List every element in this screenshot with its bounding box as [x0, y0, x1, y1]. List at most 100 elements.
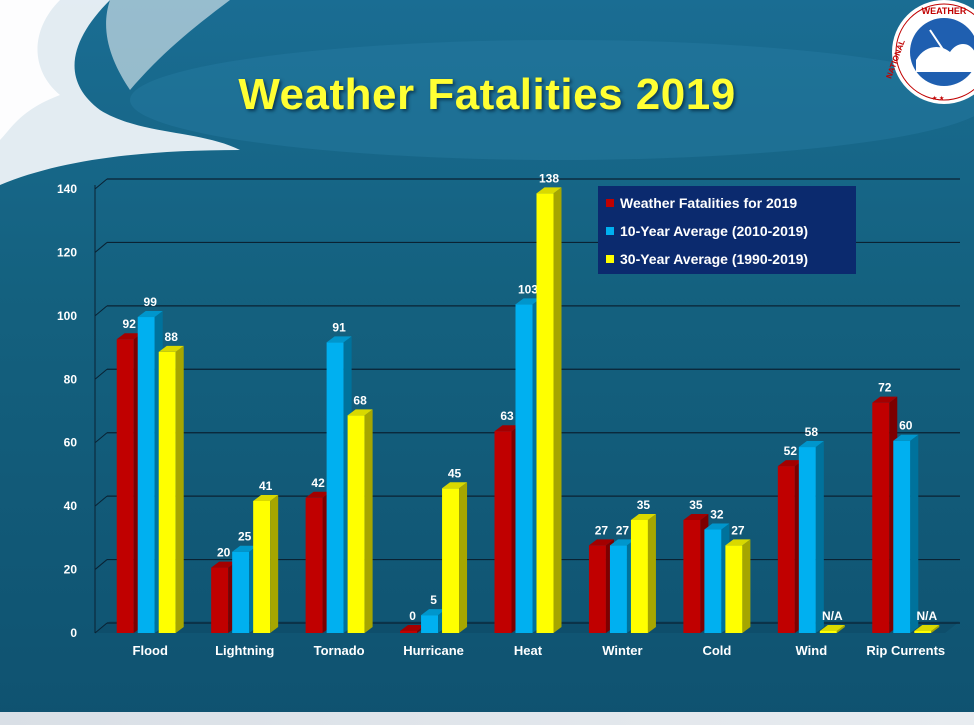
- data-label: 58: [805, 425, 819, 439]
- bar-top: [872, 396, 898, 403]
- x-tick-label: Hurricane: [403, 643, 464, 658]
- gridline-depth: [94, 622, 108, 634]
- y-tick-label: 140: [57, 182, 77, 196]
- bar: [421, 615, 439, 633]
- data-label: 68: [353, 393, 367, 407]
- y-tick-label: 0: [70, 626, 77, 640]
- data-label: 32: [710, 508, 724, 522]
- legend-label: 30-Year Average (1990-2019): [620, 251, 808, 267]
- data-label: 27: [595, 523, 609, 537]
- bar-side: [364, 409, 373, 633]
- x-tick-label: Winter: [602, 643, 642, 658]
- bar: [253, 500, 271, 633]
- data-label: 27: [731, 523, 745, 537]
- bar: [158, 351, 176, 633]
- bar-top: [253, 494, 279, 501]
- bar-top: [609, 539, 635, 546]
- bar: [777, 466, 795, 633]
- x-tick-label: Cold: [702, 643, 731, 658]
- footer-strip: [0, 712, 974, 725]
- bar-top: [798, 441, 824, 448]
- bar: [347, 415, 365, 633]
- bar: [536, 193, 554, 634]
- data-label: 45: [448, 466, 462, 480]
- bar-top: [914, 625, 940, 631]
- bar-side: [553, 187, 562, 634]
- data-label: 103: [518, 282, 538, 296]
- legend-swatch: [606, 255, 614, 263]
- bar-side: [931, 625, 940, 633]
- bar-side: [175, 345, 184, 633]
- svg-text:★ ★: ★ ★: [932, 95, 944, 102]
- bar-side: [836, 625, 845, 633]
- bar-top: [588, 539, 614, 546]
- legend-swatch: [606, 199, 614, 207]
- data-label: 138: [539, 171, 559, 185]
- bar-top: [137, 311, 163, 318]
- bar-side: [459, 482, 468, 633]
- y-tick-label: 120: [57, 245, 77, 259]
- bar: [232, 551, 250, 633]
- y-tick-label: 80: [64, 372, 78, 386]
- bar: [683, 520, 701, 633]
- data-label: 20: [217, 546, 231, 560]
- bar-top: [494, 425, 520, 432]
- bar-side: [647, 514, 656, 633]
- legend-label: Weather Fatalities for 2019: [620, 195, 797, 211]
- bar-top: [347, 409, 373, 416]
- bar: [494, 431, 512, 633]
- bar-top: [232, 545, 258, 552]
- data-label: 27: [616, 523, 630, 537]
- bar: [137, 317, 155, 633]
- bar: [305, 497, 323, 633]
- data-label: 91: [332, 320, 346, 334]
- bar-top: [421, 609, 447, 616]
- legend-label: 10-Year Average (2010-2019): [620, 223, 808, 239]
- bar: [704, 529, 722, 633]
- bar-side: [742, 539, 751, 633]
- bar-side: [815, 441, 824, 633]
- bar: [515, 304, 533, 633]
- bar: [798, 447, 816, 633]
- legend-box: [598, 186, 856, 274]
- bar-top: [893, 434, 919, 441]
- bar: [400, 631, 418, 633]
- bar-side: [270, 494, 279, 633]
- gridline-depth: [94, 432, 108, 444]
- gridline-depth: [94, 178, 108, 190]
- y-tick-label: 100: [57, 309, 77, 323]
- bar-top: [442, 482, 468, 489]
- bar: [442, 488, 460, 633]
- bar-top: [326, 336, 352, 343]
- bar: [914, 631, 932, 633]
- bar-top: [777, 460, 803, 467]
- y-tick-label: 20: [64, 563, 78, 577]
- bar: [819, 631, 837, 633]
- x-tick-label: Tornado: [314, 643, 365, 658]
- bar: [588, 545, 606, 633]
- data-label: 72: [878, 381, 892, 395]
- data-label: 5: [430, 593, 437, 607]
- bar-top: [683, 514, 709, 520]
- data-label: 25: [238, 530, 252, 544]
- bar-top: [536, 187, 562, 194]
- data-label: 88: [165, 330, 179, 344]
- data-label: N/A: [916, 609, 937, 623]
- bar-side: [910, 434, 919, 633]
- legend-swatch: [606, 227, 614, 235]
- bar: [893, 440, 911, 633]
- gridline-depth: [94, 242, 108, 253]
- data-label: 52: [784, 444, 798, 458]
- x-tick-label: Heat: [514, 643, 543, 658]
- x-tick-label: Rip Currents: [866, 643, 945, 658]
- data-label: 35: [689, 498, 703, 512]
- data-label: 42: [311, 476, 325, 490]
- gridline-depth: [94, 495, 108, 507]
- x-tick-label: Lightning: [215, 643, 274, 658]
- data-label: 35: [637, 498, 651, 512]
- data-label: 60: [899, 419, 913, 433]
- bar-top: [305, 491, 331, 498]
